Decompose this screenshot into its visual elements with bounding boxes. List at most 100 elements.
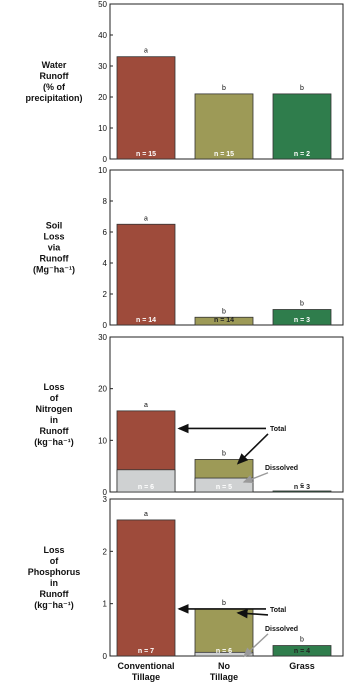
y-axis-title-line: Soil xyxy=(46,221,63,231)
y-axis-title-line: Runoff xyxy=(40,426,70,436)
n-label: n = 5 xyxy=(216,484,232,491)
y-tick-label: 0 xyxy=(103,321,108,330)
dissolved-segment-2 xyxy=(194,477,254,493)
category-label-line: Conventional xyxy=(117,661,174,671)
y-tick-label: 6 xyxy=(103,228,108,237)
category-label-line: Tillage xyxy=(210,672,238,682)
y-tick-label: 20 xyxy=(98,93,107,102)
y-axis-title-line: (Mg⁻ha⁻¹) xyxy=(33,265,75,275)
n-label: n = 14 xyxy=(214,317,234,324)
n-label: n = 14 xyxy=(136,317,156,324)
y-axis-title-line: Runoff xyxy=(40,589,70,599)
y-tick-label: 0 xyxy=(103,652,108,661)
significance-letter: a xyxy=(144,215,148,222)
bar-3 xyxy=(272,645,332,657)
significance-letter: a xyxy=(144,402,148,409)
arrow-dissolved xyxy=(242,472,269,483)
y-axis-title-line: via xyxy=(48,243,62,253)
y-axis-title-line: of xyxy=(50,393,59,403)
y-tick-label: 0 xyxy=(103,488,108,497)
y-axis-title-line: Loss xyxy=(43,232,64,242)
annotation-total: Total xyxy=(270,426,286,433)
y-tick-label: 40 xyxy=(98,31,107,40)
category-label-line: Grass xyxy=(289,661,315,671)
y-axis-title-line: Water xyxy=(42,60,67,70)
arrow-dissolved xyxy=(242,633,269,658)
y-axis-title-line: Loss xyxy=(43,545,64,555)
category-label-line: No xyxy=(218,661,230,671)
significance-letter: b xyxy=(300,301,304,308)
y-tick-label: 30 xyxy=(98,333,107,342)
significance-letter: b xyxy=(222,600,226,607)
n-label: n = 4 xyxy=(294,648,310,655)
significance-letter: c xyxy=(300,482,304,489)
y-axis-title-line: Phosphorus xyxy=(28,567,81,577)
y-axis-title-line: (kg⁻ha⁻¹) xyxy=(34,600,74,610)
y-tick-label: 2 xyxy=(103,547,108,556)
significance-letter: b xyxy=(222,450,226,457)
n-label: n = 15 xyxy=(214,151,234,158)
y-axis-title-line: Runoff xyxy=(40,71,70,81)
significance-letter: b xyxy=(300,85,304,92)
y-axis-title-line: (% of xyxy=(43,82,66,92)
y-axis-title-line: in xyxy=(50,415,58,425)
y-axis-title-line: Nitrogen xyxy=(36,404,73,414)
bar-2 xyxy=(194,316,254,326)
y-axis-title-line: of xyxy=(50,556,59,566)
significance-letter: a xyxy=(144,511,148,518)
y-tick-label: 30 xyxy=(98,62,107,71)
arrow-total-notillage xyxy=(236,433,269,465)
n-label: n = 6 xyxy=(138,484,154,491)
significance-letter: b xyxy=(222,85,226,92)
annotation-dissolved: Dissolved xyxy=(265,626,298,633)
n-label: n = 6 xyxy=(216,648,232,655)
dissolved-segment-1 xyxy=(116,469,176,493)
y-tick-label: 0 xyxy=(103,155,108,164)
y-tick-label: 3 xyxy=(103,495,108,504)
y-tick-label: 50 xyxy=(98,0,107,9)
category-label-line: Tillage xyxy=(132,672,160,682)
bar-3 xyxy=(272,309,332,326)
bar-2 xyxy=(194,93,254,160)
y-tick-label: 2 xyxy=(103,290,108,299)
arrow-total-notillage xyxy=(236,608,269,619)
bar-1 xyxy=(116,223,176,326)
bar-3 xyxy=(272,93,332,160)
significance-letter: b xyxy=(300,637,304,644)
y-tick-label: 4 xyxy=(103,259,108,268)
bar-1 xyxy=(116,519,176,657)
y-tick-label: 10 xyxy=(98,124,107,133)
y-tick-label: 20 xyxy=(98,385,107,394)
n-label: n = 3 xyxy=(294,484,310,491)
annotation-dissolved: Dissolved xyxy=(265,465,298,472)
n-label: n = 2 xyxy=(294,151,310,158)
y-tick-label: 8 xyxy=(103,197,108,206)
y-axis-title-line: precipitation) xyxy=(25,93,82,103)
significance-letter: b xyxy=(222,308,226,315)
bar-1 xyxy=(116,56,176,160)
annotation-total: Total xyxy=(270,607,286,614)
y-tick-label: 10 xyxy=(98,436,107,445)
category-label-3: Grass xyxy=(289,661,315,671)
y-axis-title-line: Runoff xyxy=(40,254,70,264)
y-axis-title-line: Loss xyxy=(43,382,64,392)
y-tick-label: 1 xyxy=(103,600,108,609)
n-label: n = 7 xyxy=(138,648,154,655)
y-axis-title-line: (kg⁻ha⁻¹) xyxy=(34,437,74,447)
y-tick-label: 10 xyxy=(98,166,107,175)
bar-3 xyxy=(272,490,332,493)
significance-letter: a xyxy=(144,48,148,55)
y-axis-title-line: in xyxy=(50,578,58,588)
